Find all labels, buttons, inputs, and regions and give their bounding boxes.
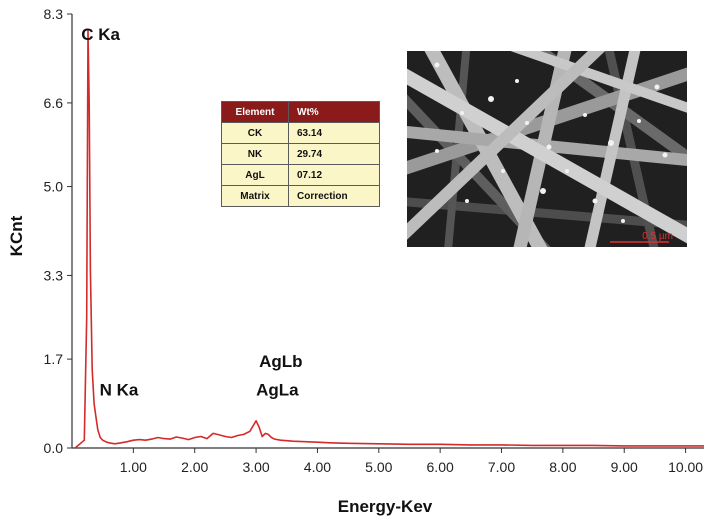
- y-tick-label: 6.6: [44, 95, 64, 111]
- scale-bar: [610, 241, 669, 243]
- element-cell: Matrix: [221, 185, 289, 207]
- composition-table-header-row: Element Wt%: [221, 101, 380, 123]
- peak-label: N Ka: [100, 381, 139, 400]
- x-tick-label: 2.00: [181, 459, 208, 475]
- header-element: Element: [221, 101, 289, 123]
- table-row: AgL 07.12: [221, 164, 380, 186]
- y-tick-label: 3.3: [44, 267, 64, 283]
- x-tick-label: 7.00: [488, 459, 515, 475]
- x-tick-label: 1.00: [120, 459, 147, 475]
- element-cell: CK: [221, 122, 289, 144]
- sem-micrograph: 0.5 µm: [407, 51, 687, 247]
- table-row: NK 29.74: [221, 143, 380, 165]
- nanofiber-texture: [407, 51, 687, 247]
- x-tick-label: 6.00: [427, 459, 454, 475]
- x-tick-group: 1.00 2.00 3.00 4.00 5.00 6.00 7.00 8.00 9.00 10.0…: [120, 448, 703, 475]
- y-tick-label: 0.0: [44, 440, 64, 456]
- x-axis-title: Energy-Kev: [338, 497, 433, 516]
- x-tick-label: 4.00: [304, 459, 331, 475]
- wt-percent-cell: 63.14: [288, 122, 380, 144]
- header-wt-percent: Wt%: [288, 101, 380, 123]
- x-tick-label: 8.00: [549, 459, 576, 475]
- element-cell: NK: [221, 143, 289, 165]
- peak-annotation-group: C Ka N Ka AgLa AgLb: [81, 25, 302, 400]
- wt-percent-cell: Correction: [288, 185, 380, 207]
- x-tick-label: 10.00: [668, 459, 703, 475]
- element-cell: AgL: [221, 164, 289, 186]
- peak-label: C Ka: [81, 25, 120, 44]
- y-tick-label: 1.7: [44, 351, 64, 367]
- wt-percent-cell: 07.12: [288, 164, 380, 186]
- x-tick-label: 3.00: [242, 459, 269, 475]
- y-tick-label: 5.0: [44, 179, 64, 195]
- scale-bar-label: 0.5 µm: [642, 231, 673, 242]
- chart-axes: [71, 14, 704, 449]
- y-axis-title: KCnt: [7, 215, 26, 256]
- y-tick-label: 8.3: [44, 6, 64, 22]
- composition-table: Element Wt% CK 63.14 NK 29.74 AgL 07.12 …: [221, 101, 380, 207]
- x-tick-label: 5.00: [365, 459, 392, 475]
- y-tick-group: 0.0 1.7 3.3 5.0 6.6 8.3: [44, 6, 72, 456]
- spectrum-series-line: [74, 29, 704, 449]
- x-tick-label: 9.00: [611, 459, 638, 475]
- wt-percent-cell: 29.74: [288, 143, 380, 165]
- peak-label: AgLb: [259, 352, 302, 371]
- table-row: Matrix Correction: [221, 185, 380, 207]
- table-row: CK 63.14: [221, 122, 380, 144]
- peak-label: AgLa: [256, 381, 299, 400]
